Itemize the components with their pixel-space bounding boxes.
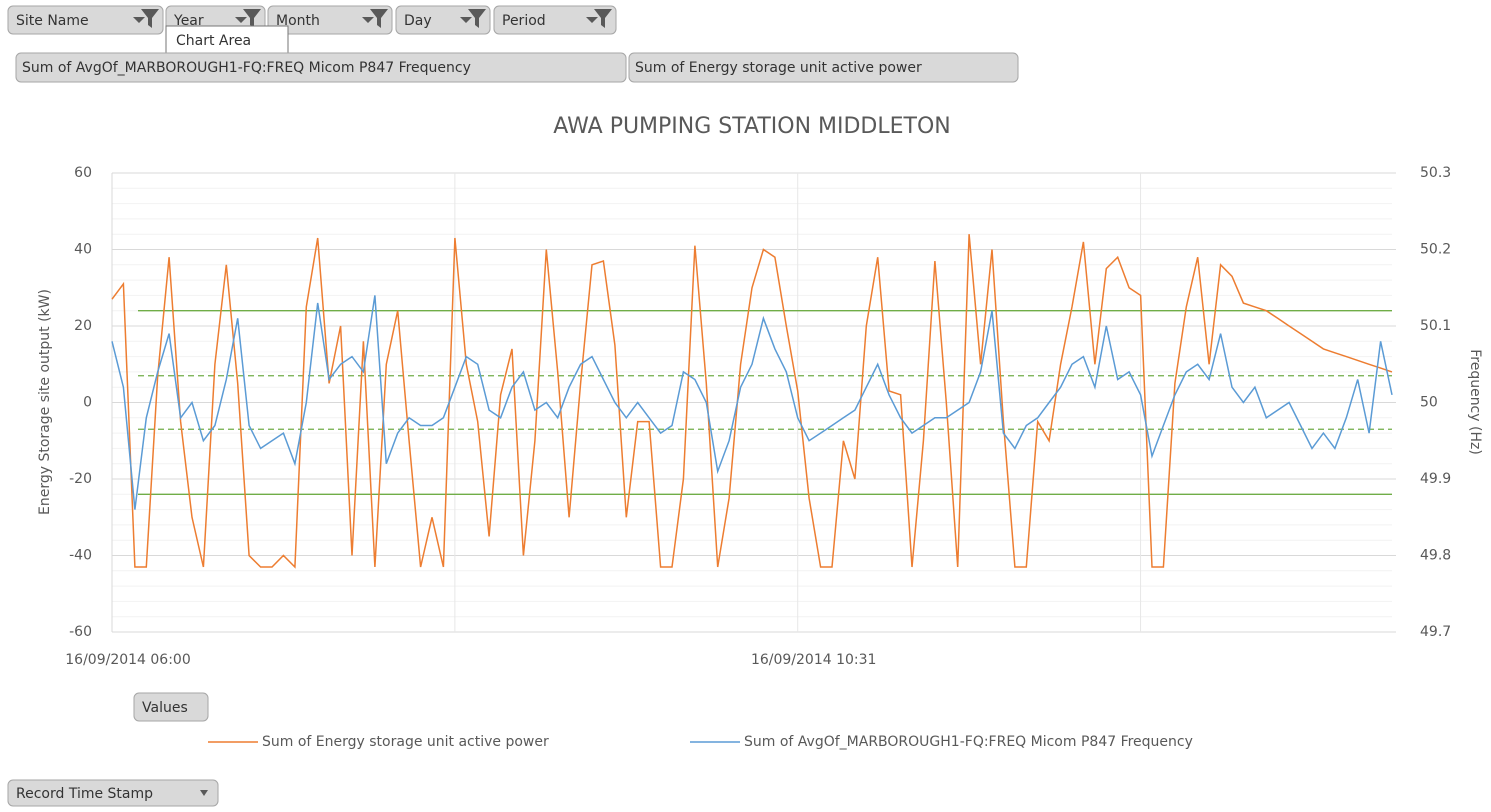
filter-button[interactable]	[267, 5, 393, 35]
y2-tick-label: 49.9	[1420, 471, 1451, 487]
legend-label: Sum of Energy storage unit active power	[262, 734, 549, 750]
y-tick-label: 0	[83, 395, 92, 411]
filter-icon	[235, 9, 261, 28]
y2-tick-label: 50	[1420, 395, 1438, 411]
y-axis-title: Energy Storage site output (kW)	[37, 289, 53, 515]
y2-tick-label: 49.7	[1420, 624, 1451, 640]
series-line	[111, 295, 1393, 510]
tooltip	[165, 25, 289, 56]
filter-label: Year	[173, 13, 204, 29]
y-tick-label: -40	[69, 548, 92, 564]
filter-button[interactable]	[493, 5, 617, 35]
y-tick-label: 20	[74, 318, 92, 334]
x-tick-label: 16/09/2014 06:00	[65, 652, 191, 668]
value-field-label: Sum of Energy storage unit active power	[635, 60, 922, 76]
legend-label: Sum of AvgOf_MARBOROUGH1-FQ:FREQ Micom P…	[744, 734, 1193, 750]
y2-tick-label: 50.2	[1420, 242, 1451, 258]
y-tick-label: -60	[69, 624, 92, 640]
filter-icon	[362, 9, 388, 28]
y2-tick-label: 50.1	[1420, 318, 1451, 334]
y-tick-label: -20	[69, 471, 92, 487]
axis-field-label: Record Time Stamp	[16, 786, 153, 802]
axis-field-button[interactable]	[7, 779, 219, 807]
x-tick-label: 16/09/2014 10:31	[751, 652, 877, 668]
y-tick-label: 40	[74, 242, 92, 258]
filter-button[interactable]	[395, 5, 491, 35]
filter-label: Period	[502, 13, 546, 29]
filter-button[interactable]	[7, 5, 164, 35]
chart-title: AWA PUMPING STATION MIDDLETON	[553, 114, 951, 139]
filter-label: Site Name	[16, 13, 89, 29]
series-line	[111, 234, 1393, 569]
filter-icon	[586, 9, 612, 28]
filter-label: Month	[276, 13, 320, 29]
value-field-button[interactable]	[15, 52, 627, 83]
filter-label: Day	[404, 13, 432, 29]
value-field-label: Sum of AvgOf_MARBOROUGH1-FQ:FREQ Micom P…	[22, 60, 471, 76]
tooltip-text: Chart Area	[176, 33, 251, 49]
y2-tick-label: 49.8	[1420, 548, 1451, 564]
dropdown-icon	[200, 790, 208, 796]
y2-axis-title: Frequency (Hz)	[1467, 349, 1483, 455]
y-tick-label: 60	[74, 165, 92, 181]
y2-tick-label: 50.3	[1420, 165, 1451, 181]
filter-icon	[133, 9, 159, 28]
values-button[interactable]	[133, 692, 209, 722]
filter-icon	[460, 9, 486, 28]
values-label: Values	[142, 700, 188, 716]
value-field-button[interactable]	[628, 52, 1019, 83]
